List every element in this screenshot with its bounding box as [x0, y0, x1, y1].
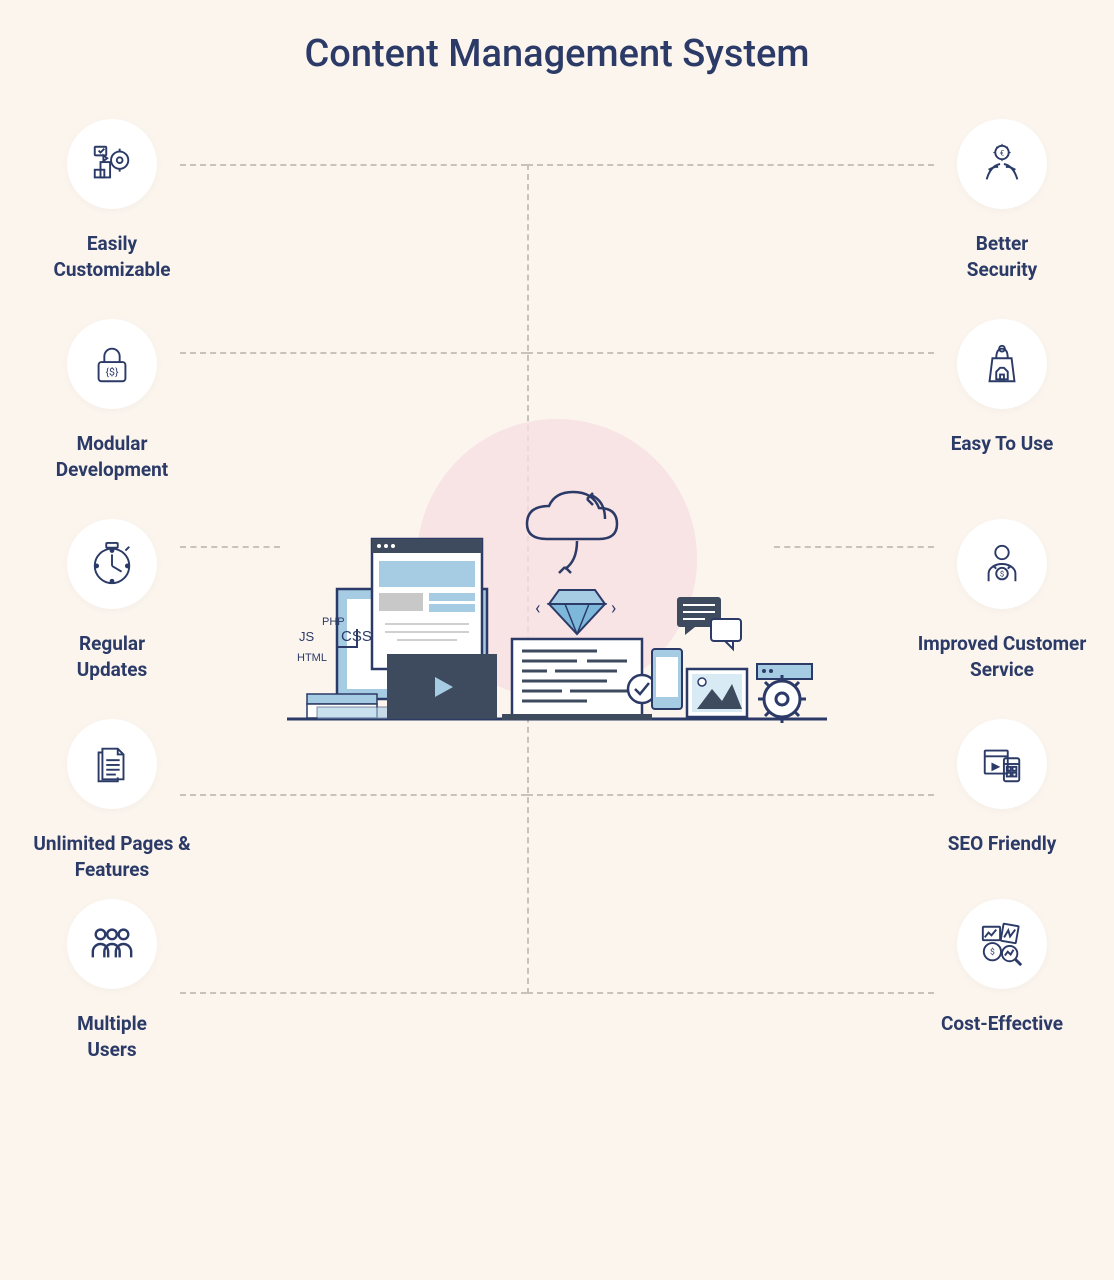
tech-label: JS — [299, 629, 315, 644]
connector — [527, 352, 934, 354]
connector — [180, 546, 280, 548]
connector — [180, 992, 527, 994]
feature-multiple-users: Multiple Users — [12, 899, 212, 1062]
feature-unlimited-pages: Unlimited Pages & Features — [12, 719, 212, 882]
connector — [527, 992, 934, 994]
tech-label: PHP — [322, 616, 345, 628]
page-title: Content Management System — [0, 0, 1114, 79]
seo-icon — [957, 719, 1047, 809]
svg-text:$: $ — [990, 947, 995, 958]
center-illustration: PHP JS CSS HTML — [287, 489, 827, 749]
feature-modular-development: {$} Modular Development — [12, 319, 212, 482]
connector — [180, 794, 527, 796]
connector — [527, 164, 934, 166]
connector — [180, 352, 527, 354]
connector — [527, 794, 934, 796]
feature-seo-friendly: SEO Friendly — [902, 719, 1102, 857]
feature-label: Easily Customizable — [53, 231, 170, 282]
pages-icon — [67, 719, 157, 809]
feature-label: Modular Development — [56, 431, 169, 482]
feature-label: Regular Updates — [77, 631, 148, 682]
svg-text:€: € — [1000, 149, 1004, 158]
feature-label: Better Security — [967, 231, 1037, 282]
lock-icon: {$} — [67, 319, 157, 409]
feature-label: Unlimited Pages & Features — [33, 831, 190, 882]
feature-label: SEO Friendly — [948, 831, 1057, 857]
feature-regular-updates: Regular Updates — [12, 519, 212, 682]
customizable-icon — [67, 119, 157, 209]
connector — [180, 164, 527, 166]
feature-easily-customizable: Easily Customizable — [12, 119, 212, 282]
cost-icon: $ — [957, 899, 1047, 989]
bag-icon — [957, 319, 1047, 409]
svg-text:$: $ — [1000, 570, 1004, 579]
svg-text:{$}: {$} — [105, 366, 118, 379]
customer-icon: $ — [957, 519, 1047, 609]
feature-label: Improved Customer Service — [918, 631, 1087, 682]
feature-cost-effective: $ Cost-Effective — [902, 899, 1102, 1037]
feature-label: Cost-Effective — [941, 1011, 1063, 1037]
feature-label: Easy To Use — [951, 431, 1054, 457]
clock-icon — [67, 519, 157, 609]
diagram-container: PHP JS CSS HTML — [0, 99, 1114, 1199]
connector — [774, 546, 934, 548]
feature-customer-service: $ Improved Customer Service — [902, 519, 1102, 682]
hands-icon: € — [957, 119, 1047, 209]
feature-label: Multiple Users — [77, 1011, 147, 1062]
feature-easy-to-use: Easy To Use — [902, 319, 1102, 457]
users-icon — [67, 899, 157, 989]
svg-text:›: › — [611, 598, 616, 619]
feature-better-security: € Better Security — [902, 119, 1102, 282]
svg-text:‹: ‹ — [535, 598, 540, 619]
tech-label: HTML — [297, 652, 327, 664]
